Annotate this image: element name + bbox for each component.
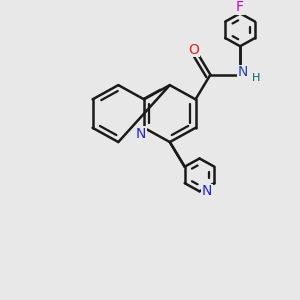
Text: N: N <box>136 127 146 141</box>
Text: F: F <box>236 0 244 14</box>
Text: N: N <box>237 65 248 80</box>
Text: H: H <box>252 73 261 82</box>
Text: N: N <box>202 184 212 198</box>
Text: O: O <box>188 43 199 57</box>
